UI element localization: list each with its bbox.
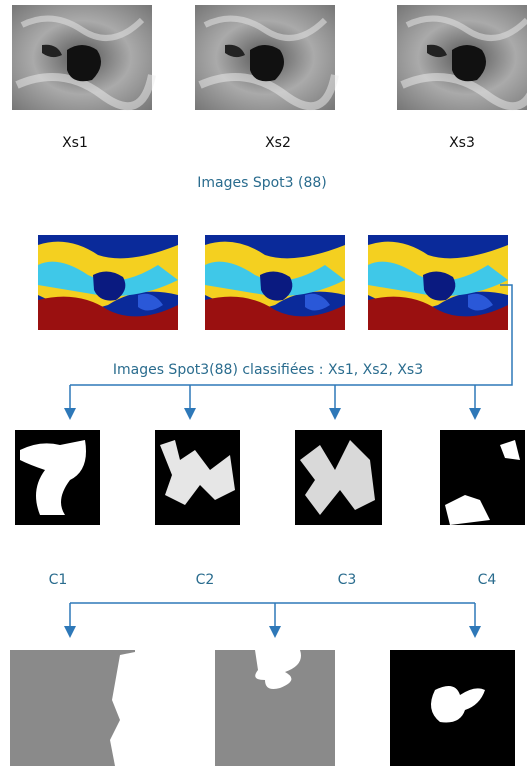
image-label: Xs2: [265, 135, 291, 151]
image-label: Xs3: [449, 135, 475, 151]
caption: Images Spot3 (88): [197, 175, 327, 191]
spot-image: [195, 5, 335, 110]
gray-images: [12, 5, 527, 110]
result-images: [10, 650, 515, 766]
classified-images: [38, 235, 508, 330]
caption: Images Spot3(88) classifiées : Xs1, Xs2,…: [113, 362, 423, 378]
spot-image: [12, 5, 152, 110]
binary-images: [15, 430, 525, 525]
classified-image: [205, 235, 345, 330]
classified-image: [38, 235, 178, 330]
class-label: C4: [478, 572, 497, 588]
class-label: C2: [196, 572, 215, 588]
spot-image: [397, 5, 527, 110]
class-label: C3: [338, 572, 357, 588]
classified-image: [368, 235, 508, 330]
diagram: Xs1 Xs2 Xs3 Images Spot3 (88) Images Spo…: [0, 0, 527, 766]
class-label: C1: [49, 572, 68, 588]
image-label: Xs1: [62, 135, 88, 151]
